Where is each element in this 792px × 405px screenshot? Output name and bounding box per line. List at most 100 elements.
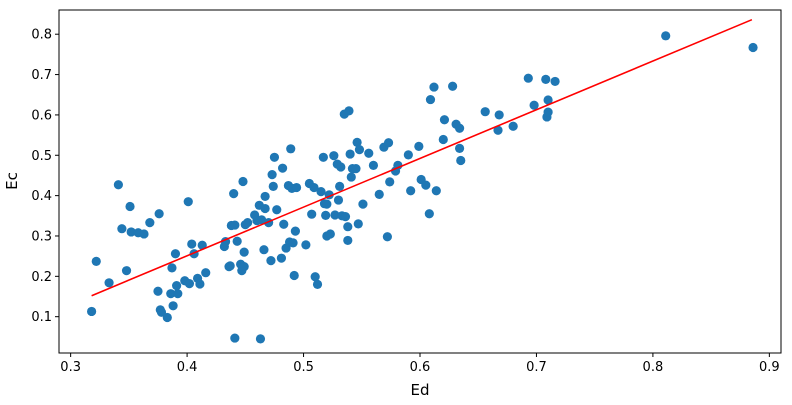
- data-point: [529, 100, 539, 110]
- data-point: [288, 238, 298, 248]
- data-point: [125, 201, 135, 212]
- data-point: [406, 186, 416, 196]
- data-point: [385, 177, 395, 187]
- data-point: [421, 180, 431, 190]
- data-point: [239, 262, 249, 272]
- data-point: [184, 278, 195, 289]
- data-point: [309, 182, 319, 193]
- data-point: [439, 115, 450, 125]
- data-point: [276, 253, 287, 263]
- x-tick-label: 0.7: [526, 360, 547, 375]
- data-point: [113, 180, 123, 190]
- data-point: [290, 226, 300, 236]
- data-point: [201, 268, 211, 278]
- x-tick-label: 0.4: [177, 360, 198, 375]
- data-point: [291, 182, 302, 193]
- data-point: [414, 141, 424, 151]
- data-point: [352, 137, 362, 147]
- data-point: [168, 301, 178, 311]
- x-tick-label: 0.6: [410, 360, 431, 375]
- data-point: [393, 160, 403, 170]
- data-point: [267, 170, 277, 180]
- data-point: [312, 279, 323, 289]
- data-point: [230, 220, 240, 230]
- data-point: [325, 229, 335, 239]
- data-point: [259, 245, 269, 255]
- data-point: [494, 110, 504, 120]
- data-point: [748, 42, 758, 53]
- data-point: [232, 236, 242, 246]
- data-point: [145, 218, 155, 228]
- data-point: [104, 278, 114, 288]
- y-tick-label: 0.2: [31, 270, 52, 285]
- data-point: [354, 145, 365, 155]
- data-point: [286, 144, 296, 154]
- y-axis-title: Ec: [3, 172, 21, 190]
- data-point: [301, 240, 311, 250]
- data-point: [329, 151, 339, 161]
- data-point: [126, 227, 136, 237]
- data-point: [187, 239, 197, 249]
- data-point: [260, 191, 270, 202]
- data-point: [454, 143, 465, 154]
- data-point: [543, 107, 553, 117]
- data-point: [183, 197, 193, 207]
- data-point: [197, 240, 207, 250]
- data-point: [243, 218, 253, 228]
- data-point: [454, 123, 465, 133]
- data-point: [523, 73, 533, 83]
- x-tick-label: 0.3: [60, 360, 81, 375]
- y-tick-label: 0.1: [31, 310, 52, 325]
- x-tick-label: 0.8: [643, 360, 664, 375]
- data-point: [330, 210, 340, 220]
- data-point: [225, 261, 235, 271]
- data-point: [277, 163, 288, 173]
- data-point: [239, 247, 249, 257]
- x-axis-title: Ed: [411, 381, 430, 399]
- data-point: [333, 195, 344, 205]
- data-point: [438, 134, 448, 145]
- data-point: [353, 219, 363, 229]
- data-point: [543, 95, 553, 105]
- data-point: [91, 256, 101, 266]
- y-axis-ticks: 0.1 0.2 0.3 0.4 0.5 0.6 0.7 0.8: [31, 28, 59, 325]
- data-point: [344, 106, 354, 116]
- data-point: [230, 333, 240, 343]
- data-point: [166, 289, 176, 299]
- data-point: [493, 125, 503, 135]
- x-axis-ticks: 0.3 0.4 0.5 0.6 0.7 0.8 0.9: [60, 353, 780, 375]
- data-point: [162, 312, 172, 323]
- data-point: [336, 162, 346, 172]
- data-point: [260, 203, 270, 214]
- data-point: [358, 199, 368, 209]
- data-point: [269, 152, 280, 162]
- data-point: [238, 176, 248, 187]
- fit-line: [91, 18, 753, 297]
- data-point: [266, 255, 276, 266]
- data-point: [154, 209, 164, 219]
- data-point: [172, 281, 182, 291]
- data-point: [661, 31, 671, 41]
- data-point: [425, 94, 436, 105]
- y-tick-label: 0.3: [31, 229, 52, 244]
- data-point: [343, 222, 353, 232]
- y-tick-label: 0.4: [31, 189, 52, 204]
- data-point: [322, 199, 332, 209]
- data-point: [139, 229, 149, 239]
- y-tick-label: 0.7: [31, 68, 52, 83]
- data-point: [424, 209, 434, 219]
- data-point: [382, 232, 392, 242]
- data-point: [318, 152, 328, 162]
- data-point: [429, 82, 439, 92]
- x-tick-label: 0.9: [759, 360, 780, 375]
- data-point: [335, 181, 345, 191]
- data-point: [374, 189, 384, 200]
- data-point: [431, 186, 441, 196]
- data-point: [480, 107, 490, 117]
- data-point: [448, 81, 458, 91]
- data-point: [368, 160, 379, 170]
- data-point: [167, 263, 177, 273]
- data-point: [195, 279, 205, 289]
- data-points: [87, 31, 758, 344]
